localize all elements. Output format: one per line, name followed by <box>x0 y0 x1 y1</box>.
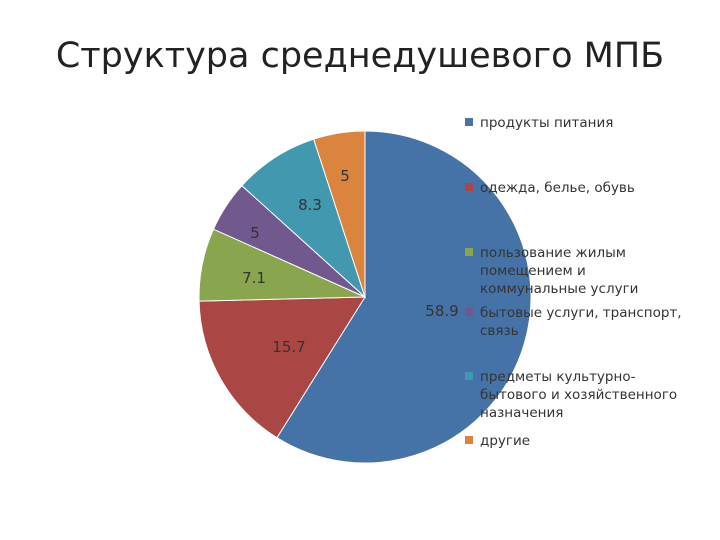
legend-label-2-line-1: одежда, белье, обувь <box>480 180 635 196</box>
slice-data-label-5: 8.3 <box>298 196 322 214</box>
chart-title: Структура среднедушевого МПБ <box>55 36 665 76</box>
legend-label-4-line-2: связь <box>480 323 519 339</box>
pie-slice-6 <box>313 130 366 298</box>
legend-label-3-line-1: пользование жилым <box>480 245 626 261</box>
slice-data-label-4: 5 <box>250 224 260 242</box>
slice-data-label-3: 7.1 <box>242 269 266 287</box>
slice-labels: 58.9 15.7 7.1 5 8.3 5 <box>242 167 459 356</box>
slice-data-label-2: 15.7 <box>272 338 305 356</box>
pie-slice-5 <box>241 138 367 299</box>
pie-slice-2 <box>198 296 366 439</box>
legend-label-3-line-3: коммунальные услуги <box>480 281 638 297</box>
slice-data-label-1: 58.9 <box>425 302 458 320</box>
legend-label-5-line-2: бытового и хозяйственного <box>480 387 677 403</box>
legend-swatch-3 <box>465 248 473 256</box>
legend-swatch-5 <box>465 372 473 380</box>
legend-label-5-line-3: назначения <box>480 405 563 421</box>
legend: продукты питания одежда, белье, обувь поль… <box>465 115 682 449</box>
legend-label-1-line-1: продукты питания <box>480 115 613 131</box>
legend-label-4-line-1: бытовые услуги, транспорт, <box>480 305 682 321</box>
legend-swatch-4 <box>465 308 473 316</box>
legend-swatch-1 <box>465 118 473 126</box>
legend-label-5-line-1: предметы культурно- <box>480 369 636 385</box>
legend-swatch-2 <box>465 183 473 191</box>
legend-swatch-6 <box>465 436 473 444</box>
legend-label-3-line-2: помещением и <box>480 263 586 279</box>
legend-label-6-line-1: другие <box>480 433 530 449</box>
slice-data-label-6: 5 <box>340 167 350 185</box>
